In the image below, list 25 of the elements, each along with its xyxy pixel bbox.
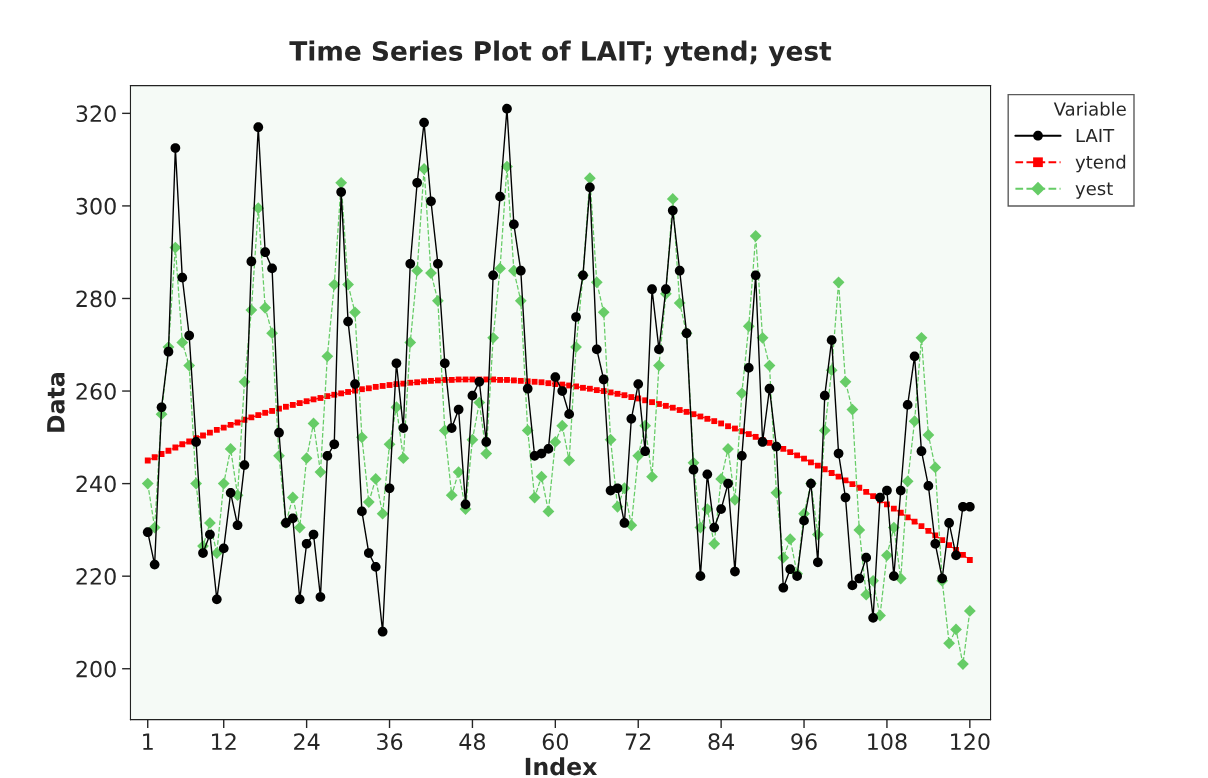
legend-title: Variable [1053,101,1126,116]
x-axis-title: Index [525,757,598,776]
x-tick-label: 60 [542,733,568,751]
y-tick-label: 200 [76,660,116,678]
y-tick-label: 300 [76,197,116,215]
y-tick-label: 220 [76,568,116,585]
x-tick-label: 120 [951,733,990,751]
legend-label: LAIT [1076,128,1115,143]
x-tick-label: 108 [868,733,907,751]
x-tick-label: 24 [294,733,320,750]
y-tick-label: 240 [76,475,116,493]
y-tick-label: 260 [76,382,116,400]
chart-title: Time Series Plot of LAIT; ytend; yest [289,40,832,67]
legend-label: ytend [1075,154,1126,173]
y-tick-label: 320 [76,105,116,123]
x-tick-label: 72 [625,733,651,750]
x-tick-label: 48 [459,733,486,751]
y-axis-title: Data [47,373,65,432]
x-tick-label: 84 [708,733,735,751]
y-tick-label: 280 [76,290,116,308]
x-tick-label: 12 [212,733,236,750]
x-tick-label: 96 [791,733,817,751]
x-tick-label: 1 [143,733,153,750]
x-tick-label: 36 [377,733,403,751]
legend-label: yest [1075,182,1113,199]
